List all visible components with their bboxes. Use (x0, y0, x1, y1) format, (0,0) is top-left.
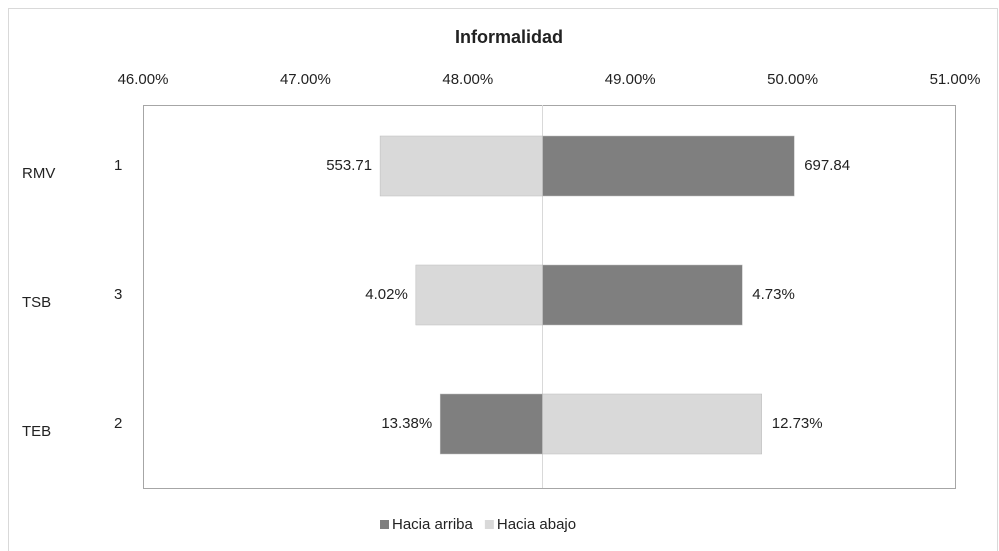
plot-border (143, 105, 956, 489)
x-tick-label: 50.00% (767, 71, 818, 88)
bar (542, 135, 795, 197)
legend-label: Hacia abajo (497, 516, 576, 533)
bar-label: 4.73% (752, 286, 795, 303)
legend-swatch (484, 520, 494, 529)
bar (439, 393, 543, 455)
bar (542, 264, 743, 326)
bar (542, 393, 762, 455)
category-label: TEB (22, 423, 51, 440)
category-label: RMV (22, 165, 55, 182)
category-sublabel: 2 (114, 415, 122, 432)
legend-label: Hacia arriba (392, 516, 474, 533)
bar (415, 264, 543, 326)
x-tick-label: 51.00% (930, 71, 981, 88)
bar-label: 12.73% (772, 415, 823, 432)
category-label: TSB (22, 294, 51, 311)
x-tick-label: 47.00% (280, 71, 331, 88)
bar (379, 135, 543, 197)
category-sublabel: 3 (114, 286, 122, 303)
category-sublabel: 1 (114, 157, 122, 174)
bar-label: 4.02% (365, 286, 408, 303)
bar-label: 13.38% (381, 415, 432, 432)
x-tick-label: 48.00% (442, 71, 493, 88)
legend-swatch (380, 520, 389, 529)
bar-label: 697.84 (804, 157, 850, 174)
bar-label: 553.71 (326, 157, 372, 174)
chart-border (8, 8, 998, 551)
chart-title: Informalidad (455, 27, 563, 47)
x-tick-label: 49.00% (605, 71, 656, 88)
x-tick-label: 46.00% (118, 71, 169, 88)
